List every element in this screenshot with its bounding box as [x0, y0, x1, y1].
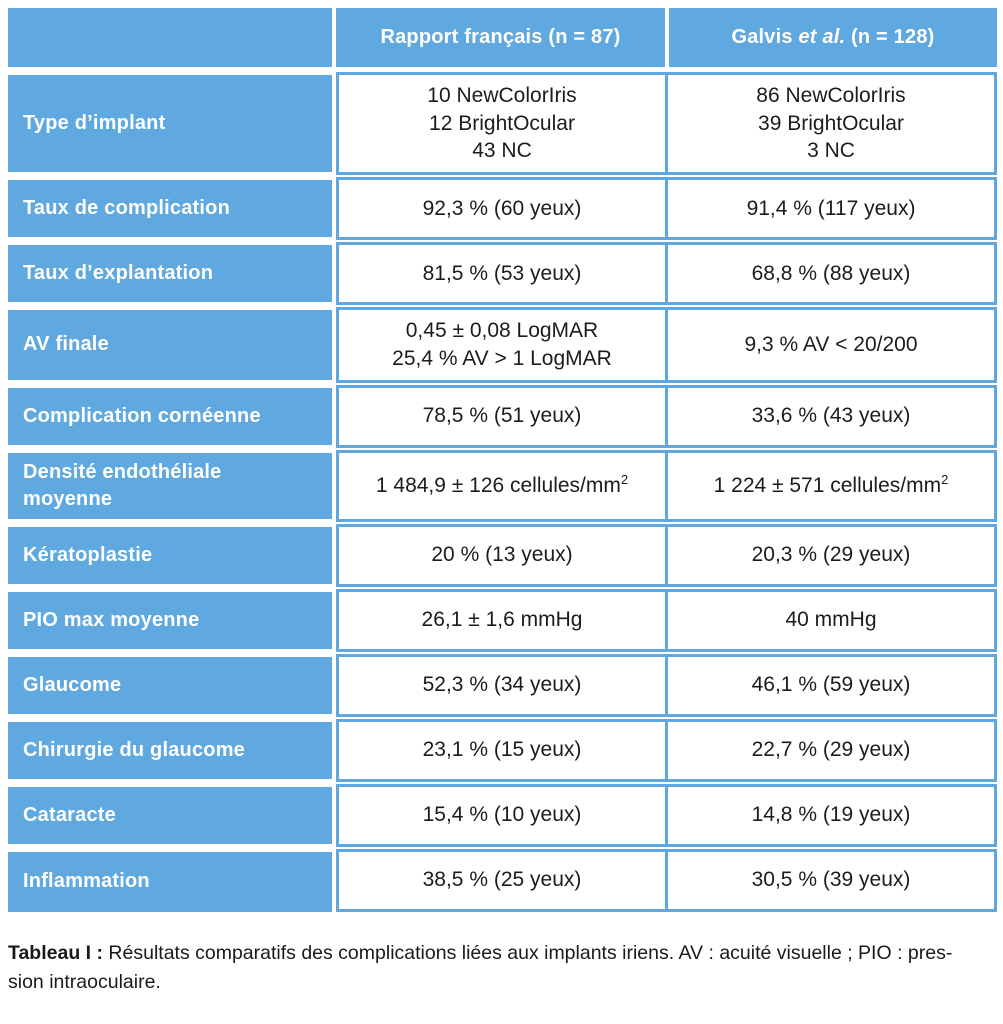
cell-rapport-francais: 52,3 % (34 yeux): [336, 653, 668, 717]
comparison-table: Rapport français (n = 87) Galvis et al. …: [8, 8, 998, 912]
cell-rapport-francais: 15,4 % (10 yeux): [336, 783, 668, 847]
row-label: Complication cornéenne: [8, 387, 332, 445]
cell-galvis: 33,6 % (43 yeux): [665, 384, 997, 448]
row-label: Type d’implant: [8, 75, 332, 173]
row-label: Chirurgie du glaucome: [8, 721, 332, 779]
table-row: Cataracte 15,4 % (10 yeux) 14,8 % (19 ye…: [8, 783, 998, 847]
cell-rapport-francais: 38,5 % (25 yeux): [336, 848, 668, 912]
column-header-label: Rapport français (n = 87): [380, 26, 621, 48]
cell-line: 43 NC: [472, 139, 532, 163]
table-row: Taux d’explantation 81,5 % (53 yeux) 68,…: [8, 242, 998, 306]
row-label: Taux de complication: [8, 180, 332, 238]
column-header-rapport-francais: Rapport français (n = 87): [336, 8, 665, 67]
column-header-label: Galvis et al. (n = 128): [731, 26, 935, 48]
cell-galvis: 40 mmHg: [665, 588, 997, 652]
row-label: Densité endothéliale moyenne: [8, 452, 332, 519]
cell-galvis: 20,3 % (29 yeux): [665, 523, 997, 587]
cell-galvis: 22,7 % (29 yeux): [665, 718, 997, 782]
cell-rapport-francais: 1 484,9 ± 126 cellules/mm2: [336, 449, 668, 522]
cell-rapport-francais: 81,5 % (53 yeux): [336, 242, 668, 306]
cell-galvis: 9,3 % AV < 20/200: [665, 307, 997, 383]
cell-galvis: 91,4 % (117 yeux): [665, 177, 997, 241]
cell-rapport-francais: 92,3 % (60 yeux): [336, 177, 668, 241]
cell-line: 25,4 % AV > 1 LogMAR: [392, 346, 612, 370]
table-row: Chirurgie du glaucome 23,1 % (15 yeux) 2…: [8, 718, 998, 782]
cell-rapport-francais: 23,1 % (15 yeux): [336, 718, 668, 782]
table-row: Type d’implant 10 NewColorIris 12 Bright…: [8, 72, 998, 176]
row-label: Inflammation: [8, 851, 332, 912]
cell-galvis: 14,8 % (19 yeux): [665, 783, 997, 847]
table-row: Taux de complication 92,3 % (60 yeux) 91…: [8, 177, 998, 241]
cell-galvis: 46,1 % (59 yeux): [665, 653, 997, 717]
row-label: AV finale: [8, 310, 332, 380]
cell-line: 12 BrightOcular: [429, 111, 575, 135]
row-label: Taux d’explantation: [8, 245, 332, 303]
table-row: PIO max moyenne 26,1 ± 1,6 mmHg 40 mmHg: [8, 588, 998, 652]
cell-line: 10 NewColorIris: [427, 84, 577, 107]
row-label: Cataracte: [8, 786, 332, 844]
table-row: Densité endothéliale moyenne 1 484,9 ± 1…: [8, 449, 998, 522]
caption-text-line2: sion intraoculaire.: [8, 970, 161, 993]
cell-galvis: 30,5 % (39 yeux): [665, 848, 997, 912]
column-header-galvis: Galvis et al. (n = 128): [669, 8, 997, 67]
table-row: Kératoplastie 20 % (13 yeux) 20,3 % (29 …: [8, 523, 998, 587]
cell-line: 39 BrightOcular: [758, 111, 904, 135]
caption-title: Tableau I :: [8, 941, 103, 964]
row-label: Glaucome: [8, 656, 332, 714]
cell-line: 86 NewColorIris: [756, 84, 906, 107]
cell-rapport-francais: 10 NewColorIris 12 BrightOcular 43 NC: [336, 72, 668, 176]
table-row: Glaucome 52,3 % (34 yeux) 46,1 % (59 yeu…: [8, 653, 998, 717]
row-label: Kératoplastie: [8, 526, 332, 584]
cell-line: 0,45 ± 0,08 LogMAR: [405, 319, 599, 343]
cell-rapport-francais: 26,1 ± 1,6 mmHg: [336, 588, 668, 652]
cell-galvis: 68,8 % (88 yeux): [665, 242, 997, 306]
caption-text-line1: Résultats comparatifs des complications …: [103, 941, 953, 964]
table-row: Complication cornéenne 78,5 % (51 yeux) …: [8, 384, 998, 448]
cell-line: 3 NC: [807, 139, 855, 163]
row-label: PIO max moyenne: [8, 591, 332, 649]
table-caption: Tableau I : Résultats comparatifs des co…: [8, 939, 1003, 998]
cell-rapport-francais: 78,5 % (51 yeux): [336, 384, 668, 448]
corner-cell: [8, 8, 332, 67]
superscript: 2: [620, 471, 629, 487]
table-header-row: Rapport français (n = 87) Galvis et al. …: [8, 8, 998, 70]
superscript: 2: [941, 471, 949, 487]
cell-rapport-francais: 20 % (13 yeux): [336, 523, 668, 587]
table-row: Inflammation 38,5 % (25 yeux) 30,5 % (39…: [8, 848, 998, 912]
cell-rapport-francais: 0,45 ± 0,08 LogMAR 25,4 % AV > 1 LogMAR: [336, 307, 668, 383]
table-row: AV finale 0,45 ± 0,08 LogMAR 25,4 % AV >…: [8, 307, 998, 383]
cell-galvis: 86 NewColorIris 39 BrightOcular 3 NC: [665, 72, 997, 176]
cell-galvis: 1 224 ± 571 cellules/mm2: [665, 449, 997, 522]
